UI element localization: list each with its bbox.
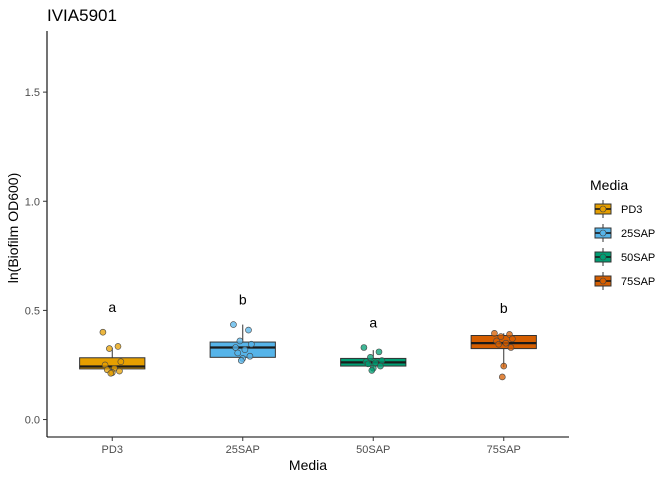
data-point [509,335,516,343]
data-point [107,369,115,377]
plot-points [99,321,516,381]
legend-title: Media [590,177,628,193]
data-point [234,349,242,357]
data-point [116,367,123,375]
legend-key-point [599,277,607,285]
data-point [241,346,249,353]
legend: Media PD3 25SAP 50SAP 75SAP [590,177,655,290]
data-point [367,354,374,361]
data-point [507,344,515,351]
significance-letter: b [500,300,508,316]
y-tick-label: 1.5 [25,87,40,99]
x-tick-label: 75SAP [487,444,521,456]
data-point [368,367,376,374]
legend-label: 25SAP [621,228,655,240]
legend-label: PD3 [621,204,642,216]
chart-title: IVIA5901 [47,6,117,25]
y-tick-label: 1.0 [25,196,40,208]
plot-axes: 0.0 0.5 1.0 1.5 PD3 25SAP 50SAP 75SAP [25,31,569,456]
data-point [502,339,510,347]
y-tick-label: 0.5 [25,305,40,317]
plot-boxes [79,324,537,374]
legend-key-point [599,205,607,213]
legend-label: 50SAP [621,252,655,264]
data-point [364,360,372,368]
data-point [106,345,113,352]
data-point [114,343,122,350]
data-point [232,344,239,351]
legend-item-pd3: PD3 [594,200,642,218]
x-axis-title: Media [289,457,327,473]
data-point [378,357,386,364]
data-point [495,340,503,348]
legend-label: 75SAP [621,276,655,288]
data-point [99,328,107,336]
significance-letter: b [239,291,247,307]
data-point [236,337,244,345]
data-point [246,352,254,360]
data-point [248,340,255,348]
legend-item-75sap: 75SAP [594,272,655,290]
plot-significance-letters: a b a b [108,291,508,330]
data-point [375,348,383,356]
data-point [491,330,498,337]
legend-key-point [599,253,607,261]
x-tick-label: 25SAP [226,444,260,456]
legend-item-25sap: 25SAP [594,224,655,242]
data-point [499,373,506,381]
x-tick-label: 50SAP [356,444,390,456]
data-point [230,321,237,328]
significance-letter: a [108,299,116,315]
data-point [245,326,252,334]
significance-letter: a [369,314,377,330]
x-tick-label: PD3 [102,444,123,456]
data-point [377,362,384,370]
data-point [500,362,508,370]
legend-item-50sap: 50SAP [594,248,655,266]
data-point [497,333,505,340]
y-tick-label: 0.0 [25,415,40,427]
y-axis-title: ln(Biofilm OD600) [5,173,21,283]
data-point [117,358,125,365]
data-point [360,344,368,351]
legend-key-point [599,229,607,237]
data-point [238,357,245,364]
